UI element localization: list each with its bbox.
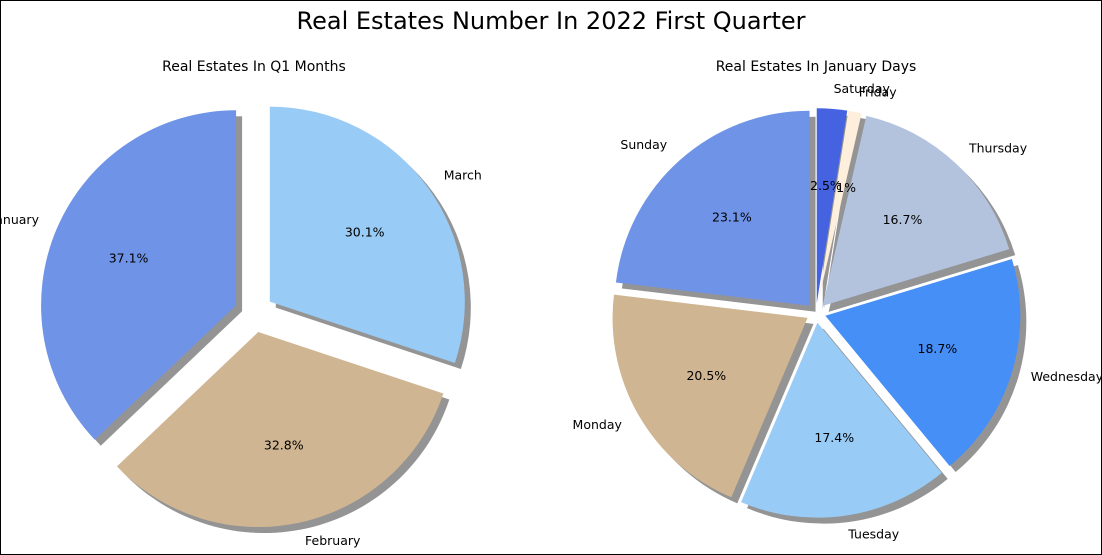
wedge-monday bbox=[612, 294, 808, 498]
slice-percent-january: 37.1% bbox=[109, 251, 149, 266]
slice-percent-saturday: 2.5% bbox=[810, 178, 842, 193]
slice-label-february: February bbox=[305, 533, 361, 548]
slice-label-wednesday: Wednesday bbox=[1031, 369, 1101, 384]
wedge-february bbox=[116, 332, 444, 528]
slice-percent-monday: 20.5% bbox=[686, 368, 726, 383]
figure-title: Real Estates Number In 2022 First Quarte… bbox=[296, 7, 806, 35]
slice-percent-thursday: 16.7% bbox=[883, 212, 923, 227]
slice-percent-tuesday: 17.4% bbox=[814, 430, 854, 445]
slice-label-january: January bbox=[1, 212, 40, 227]
wedge-thursday bbox=[822, 115, 1010, 306]
slice-label-march: March bbox=[444, 168, 482, 183]
wedge-wednesday bbox=[825, 259, 1021, 467]
slice-label-tuesday: Tuesday bbox=[847, 526, 899, 541]
slice-label-thursday: Thursday bbox=[968, 141, 1028, 156]
pie-title: Real Estates In January Days bbox=[716, 59, 917, 75]
slice-percent-wednesday: 18.7% bbox=[918, 341, 958, 356]
wedge-tuesday bbox=[741, 322, 942, 518]
pie-chart-2: Real Estates In January Days Sunday 23.1% M… bbox=[573, 59, 1101, 541]
wedge-sunday bbox=[615, 110, 810, 306]
wedge-friday bbox=[817, 110, 862, 304]
slice-label-friday: Friday bbox=[859, 84, 897, 99]
slice-percent-sunday: 23.1% bbox=[712, 210, 752, 225]
slice-label-saturday: Saturday bbox=[834, 81, 891, 96]
slice-label-sunday: Sunday bbox=[620, 137, 667, 152]
slice-percent-march: 30.1% bbox=[345, 225, 385, 240]
pie-chart-1: Real Estates In Q1 Months January 37.1% Feb… bbox=[1, 59, 482, 548]
slice-percent-february: 32.8% bbox=[264, 438, 304, 453]
wedge-january bbox=[41, 110, 237, 440]
slice-label-monday: Monday bbox=[573, 417, 623, 432]
wedge-march bbox=[269, 106, 465, 364]
pie-title: Real Estates In Q1 Months bbox=[162, 59, 346, 75]
wedge-saturday bbox=[816, 108, 848, 304]
